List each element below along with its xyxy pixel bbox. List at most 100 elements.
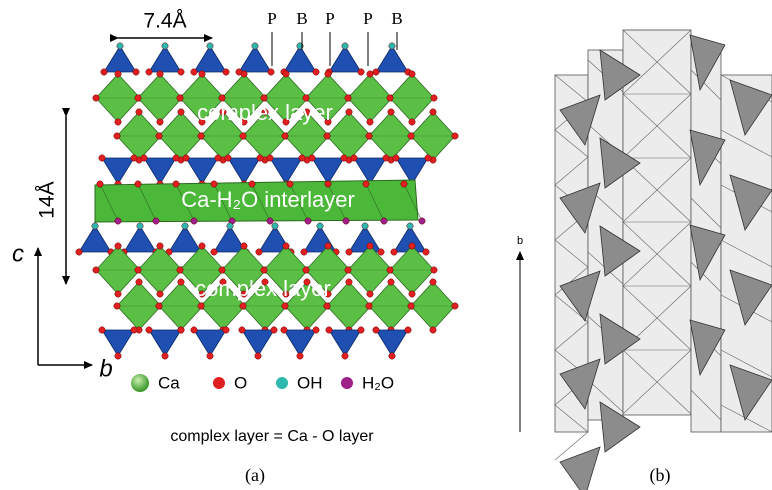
- edge: [622, 221, 692, 287]
- tetrahedron: [599, 225, 641, 277]
- atom: [240, 290, 248, 298]
- atom: [430, 266, 438, 274]
- tetrahedron: [328, 45, 362, 73]
- crystal-structure-b: [554, 29, 772, 490]
- atom: [380, 217, 388, 225]
- atom: [266, 217, 274, 225]
- atom: [240, 70, 248, 78]
- interlayer-edge: [327, 183, 347, 222]
- atom: [429, 326, 437, 334]
- atom: [451, 132, 459, 140]
- tetrahedron: [689, 319, 726, 377]
- atom: [152, 217, 160, 225]
- atom: [255, 248, 263, 256]
- atom: [251, 42, 259, 50]
- edge: [554, 129, 589, 158]
- atom: [75, 248, 83, 256]
- interlayer-edge: [365, 183, 385, 222]
- atom: [286, 180, 294, 188]
- atom: [361, 222, 369, 230]
- atom: [145, 326, 153, 334]
- atom: [267, 68, 275, 76]
- atom: [303, 108, 311, 116]
- tetrahedron: [185, 157, 219, 185]
- atom: [366, 290, 374, 298]
- edge: [720, 349, 772, 378]
- atom: [182, 154, 190, 162]
- atom: [240, 242, 248, 250]
- atom: [135, 108, 143, 116]
- legend-label: H₂O: [362, 373, 394, 392]
- tetrahedron: [241, 329, 275, 357]
- atom: [324, 242, 332, 250]
- atom: [312, 68, 320, 76]
- tetrahedron: [599, 401, 641, 453]
- atom: [240, 118, 248, 126]
- atom: [390, 248, 398, 256]
- atom: [130, 326, 138, 334]
- atom: [134, 94, 142, 102]
- atom: [256, 154, 264, 162]
- atom: [136, 222, 144, 230]
- atom: [357, 68, 365, 76]
- legend-swatch: [213, 377, 225, 389]
- edge: [554, 321, 589, 351]
- edge: [720, 239, 772, 268]
- tetrahedron: [238, 45, 272, 73]
- atom: [114, 118, 122, 126]
- atom: [300, 248, 308, 256]
- atom: [177, 326, 185, 334]
- site-label: P: [325, 9, 334, 28]
- atom: [198, 70, 206, 78]
- atom: [260, 266, 268, 274]
- legend-label: O: [234, 373, 247, 392]
- spacing-label: 7.4Å: [143, 10, 186, 33]
- legend-label: OH: [297, 373, 323, 392]
- atom: [261, 108, 269, 116]
- atom: [392, 154, 400, 162]
- atom: [270, 326, 278, 334]
- atom: [172, 180, 180, 188]
- axis-label: b: [99, 355, 112, 382]
- atom: [197, 302, 205, 310]
- crystal-structure-a: [75, 42, 459, 360]
- note: complex layer = Ca - O layer: [170, 428, 374, 445]
- tetrahedron: [559, 182, 601, 234]
- atom: [430, 94, 438, 102]
- atom: [130, 154, 138, 162]
- tetrahedron: [103, 45, 137, 73]
- atom: [176, 266, 184, 274]
- atom: [366, 70, 374, 78]
- atom: [340, 154, 348, 162]
- atom: [177, 278, 185, 286]
- tetrahedron: [729, 174, 772, 231]
- tetrahedron: [303, 225, 337, 253]
- atom: [324, 118, 332, 126]
- tetrahedron: [395, 157, 429, 185]
- tetrahedron: [689, 34, 726, 92]
- atom: [156, 290, 164, 298]
- tetrahedron: [101, 157, 135, 185]
- atom: [210, 248, 218, 256]
- edge: [690, 69, 722, 101]
- atom: [116, 42, 124, 50]
- tetrahedron: [193, 45, 227, 73]
- interlayer-edge: [175, 183, 195, 222]
- atom: [210, 180, 218, 188]
- atom: [377, 248, 385, 256]
- tetrahedron: [123, 225, 157, 253]
- interlayer-edge: [99, 183, 119, 222]
- edge: [554, 156, 589, 186]
- tetrahedron: [148, 329, 182, 357]
- atom: [362, 180, 370, 188]
- tetrahedron: [689, 129, 726, 187]
- edge: [554, 266, 589, 296]
- atom: [386, 266, 394, 274]
- atom: [281, 132, 289, 140]
- atom: [226, 222, 234, 230]
- legend-swatch: [131, 374, 149, 392]
- atom: [342, 217, 350, 225]
- atom: [418, 217, 426, 225]
- tetrahedron: [78, 225, 112, 253]
- atom: [219, 278, 227, 286]
